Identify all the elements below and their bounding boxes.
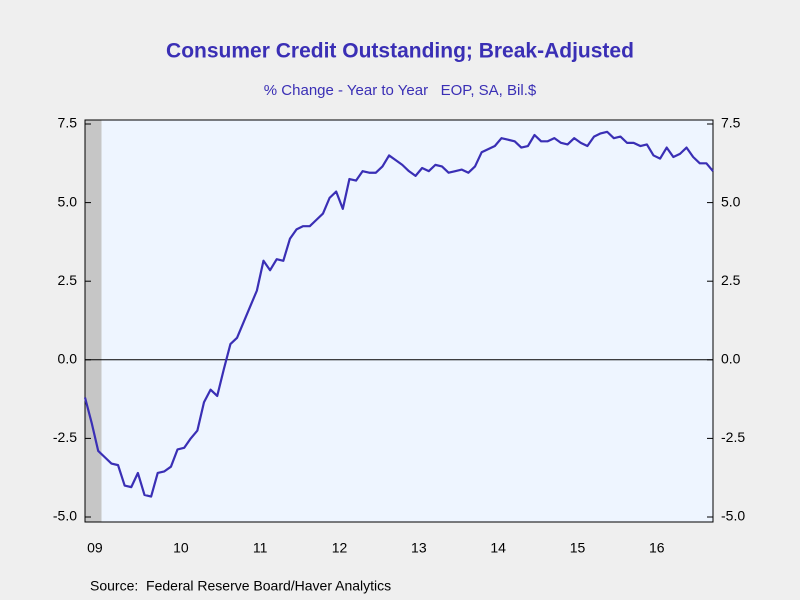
x-tick-label: 14 [490,540,506,556]
source: Source: Federal Reserve Board/Haver Anal… [90,578,391,594]
y2-tick-label: -5.0 [721,508,745,524]
y2-tick-label: 7.5 [721,115,741,131]
x-tick-label: 10 [173,540,189,556]
recession-shade [85,120,102,522]
plot-area [84,119,714,523]
y2-tick-label: -2.5 [721,429,745,445]
y-tick-label: 5.0 [58,193,78,209]
x-tick-label: 15 [570,540,586,556]
y2-tick-label: 0.0 [721,351,741,367]
y-tick-label: 0.0 [58,351,78,367]
y-tick-label: 7.5 [58,115,78,131]
y2-tick-label: 5.0 [721,193,741,209]
chart-title: Consumer Credit Outstanding; Break-Adjus… [166,40,634,63]
chart-subtitle: % Change - Year to Year EOP, SA, Bil.$ [264,82,537,99]
series-line [83,130,714,498]
y-tick-label: -2.5 [53,429,77,445]
x-tick-label: 13 [411,540,427,556]
x-tick-label: 12 [332,540,348,556]
x-tick-label: 16 [649,540,665,556]
x-tick-label: 09 [87,540,103,556]
y2-tick-label: 2.5 [721,272,741,288]
x-tick-label: 11 [253,540,268,556]
y-tick-label: 2.5 [58,272,78,288]
y-tick-label: -5.0 [53,508,77,524]
